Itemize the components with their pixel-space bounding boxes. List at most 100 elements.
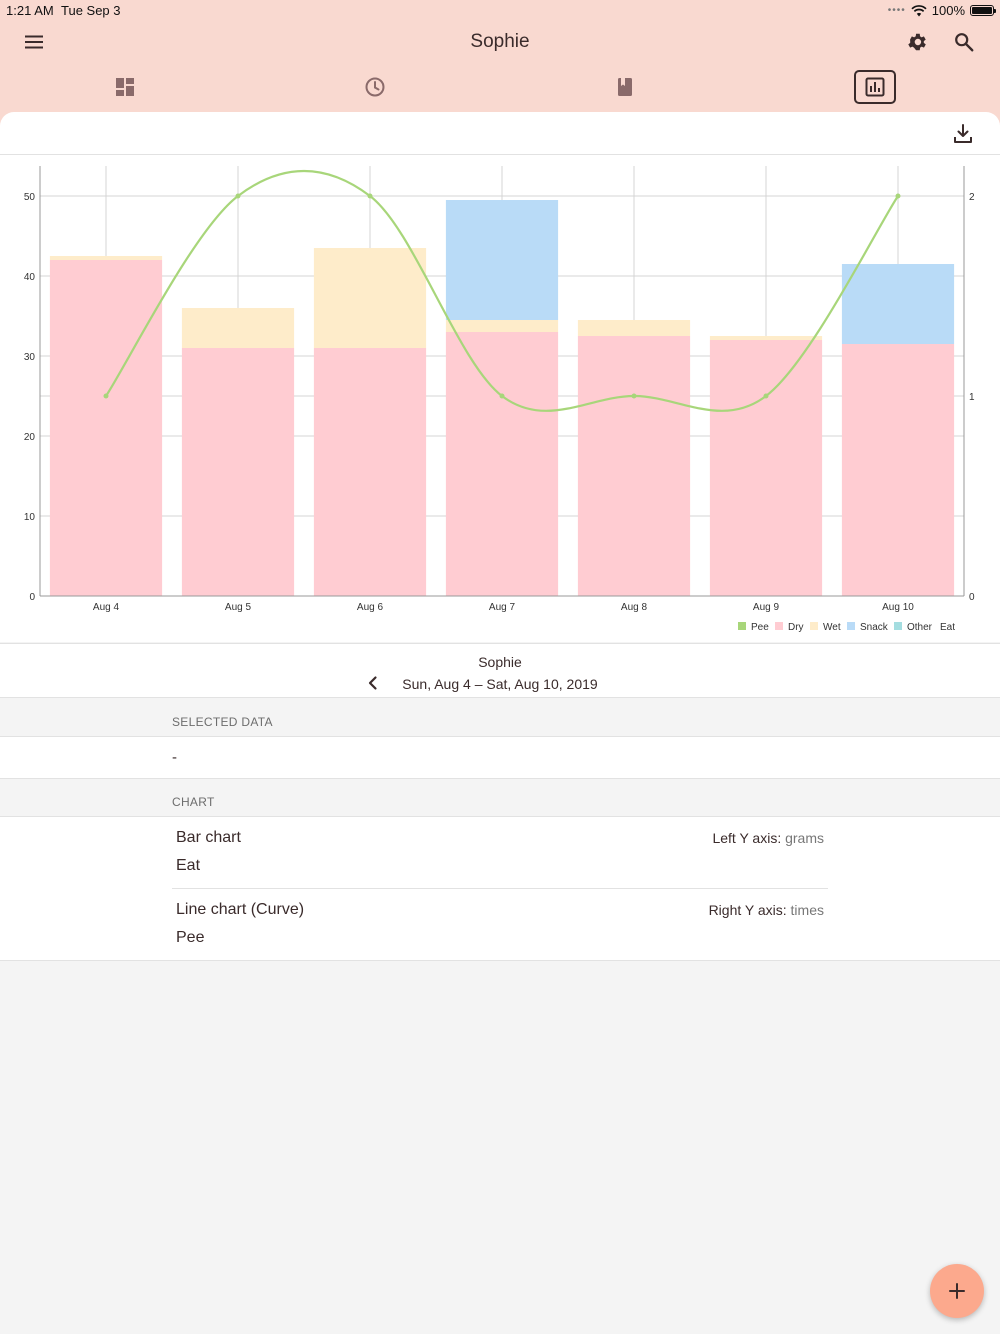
chart-card: 0 10 20 30 40 50 0 1 2 Aug 4 Aug 5 Aug 6 Aug 7 Aug 8 A… [0,112,1000,642]
bar-chart-icon [865,77,885,97]
pee-point [763,393,769,399]
chart-type-label: Bar chart [176,829,241,846]
y-left-tick-label: 30 [24,352,36,363]
axis-label: Right Y axis: [708,902,787,918]
pee-point [499,393,505,399]
pee-point [367,193,373,199]
y-left-tick-label: 0 [29,592,35,603]
bar-segment-wet [181,308,295,348]
bar-segment-wet [445,320,559,332]
y-right-tick-label: 1 [969,392,975,403]
section-header-selected: SELECTED DATA [0,698,1000,736]
app-header: 1:21 AM Tue Sep 3 •••• 100% Sophie [0,0,1000,130]
battery-icon [970,5,996,16]
wifi-icon [911,4,927,16]
selected-data-value: - [172,749,177,766]
previous-period-button[interactable] [364,674,382,697]
status-indicators: •••• 100% [887,3,996,18]
legend-swatch-wet [810,622,818,630]
plus-icon [949,1283,965,1299]
x-tick-label: Aug 7 [489,602,516,613]
signal-icon: •••• [887,5,906,16]
y-right-tick-label: 0 [969,592,975,603]
legend-swatch-other [894,622,902,630]
x-tick-label: Aug 9 [753,602,780,613]
section-title: CHART [172,795,215,809]
axis-info: Left Y axis: grams [712,830,824,846]
add-record-button[interactable] [930,1264,984,1318]
period-range: Sun, Aug 4 – Sat, Aug 10, 2019 [402,676,598,692]
chart-toolbar [0,112,1000,155]
bar-segment-wet [49,256,163,260]
legend-label: Pee [751,622,769,633]
pee-line [105,170,899,412]
x-tick-label: Aug 4 [93,602,120,613]
bar-segment-wet [577,320,691,336]
bar-segment-dry [49,260,163,596]
legend-swatch-pee [738,622,746,630]
download-button[interactable] [952,123,974,150]
period-navigator: Sophie Sun, Aug 4 – Sat, Aug 10, 2019 [0,643,1000,698]
menu-icon[interactable] [22,31,46,53]
bar-segment-dry [709,340,823,596]
chart-type-label: Line chart (Curve) [176,901,305,918]
pee-point [631,393,637,399]
bar-segment-wet [709,336,823,340]
legend-label: Wet [823,622,841,633]
pee-point [103,393,109,399]
bar-segment-snack [841,264,955,344]
y-left-tick-label: 10 [24,512,36,523]
legend-label: Snack [860,622,889,633]
legend-label: Eat [940,622,955,633]
status-bar: 1:21 AM Tue Sep 3 •••• 100% [0,0,1000,20]
bar-line-chart[interactable]: 0 10 20 30 40 50 0 1 2 Aug 4 Aug 5 Aug 6 Aug 7 Aug 8 A… [0,156,1000,642]
axis-unit: times [790,902,824,918]
bar-chart-setting[interactable]: Bar chart Eat Left Y axis: grams [172,817,828,889]
book-icon [618,78,632,96]
tab-diary[interactable] [604,70,646,104]
bar-segment-dry [181,348,295,596]
battery-percent: 100% [931,3,965,18]
axis-label: Left Y axis: [712,830,782,846]
period-name: Sophie [478,654,522,670]
y-left-tick-label: 20 [24,432,36,443]
tab-history[interactable] [354,70,396,104]
bar-segment-snack [445,200,559,320]
y-left-tick-label: 40 [24,272,36,283]
chart-series-label: Eat [176,857,201,874]
legend-label: Dry [788,622,804,633]
x-tick-label: Aug 10 [882,602,914,613]
pee-point [895,193,901,199]
chart-settings-list: Bar chart Eat Left Y axis: grams Line ch… [0,816,1000,961]
legend-swatch-snack [847,622,855,630]
chart-series-label: Pee [176,929,205,946]
tab-dashboard[interactable] [104,70,146,104]
line-chart-setting[interactable]: Line chart (Curve) Pee Right Y axis: tim… [172,889,828,961]
y-left-tick-label: 50 [24,192,36,203]
pee-point [235,193,241,199]
gear-icon[interactable] [905,30,929,54]
status-date: Tue Sep 3 [61,3,121,18]
page-title: Sophie [470,31,530,52]
axis-unit: grams [785,830,824,846]
selected-data-row: - [0,736,1000,779]
y-right-tick-label: 2 [969,192,975,203]
legend-swatch-dry [775,622,783,630]
bar-segment-dry [841,344,955,596]
bar-segment-dry [313,348,427,596]
bar-segment-dry [577,336,691,596]
chevron-left-icon [368,676,377,690]
status-time: 1:21 AM [6,3,54,18]
search-icon[interactable] [952,30,976,54]
x-tick-label: Aug 8 [621,602,648,613]
clock-icon [365,77,385,97]
axis-info: Right Y axis: times [709,902,824,918]
legend-label: Other [907,622,933,633]
bar-segment-wet [313,248,427,348]
bar-segment-dry [445,332,559,596]
dashboard-icon [116,78,134,96]
x-tick-label: Aug 5 [225,602,252,613]
section-title: SELECTED DATA [172,715,273,729]
tab-chart[interactable] [854,70,896,104]
section-header-chart: CHART [0,778,1000,816]
